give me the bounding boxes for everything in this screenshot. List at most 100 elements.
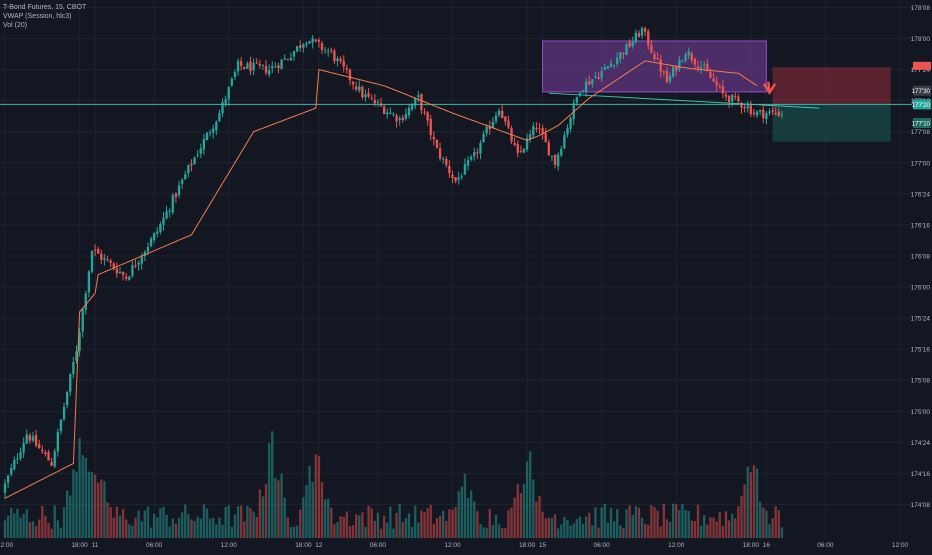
candle-body <box>230 78 234 86</box>
volume-bar <box>675 504 678 538</box>
legend-volume[interactable]: Vol (20) <box>3 22 28 29</box>
volume-bar <box>501 528 504 538</box>
volume-bar <box>81 455 84 538</box>
volume-bar <box>87 471 91 538</box>
volume-bar <box>762 507 765 538</box>
time-tick-label: 12:00 <box>892 542 909 549</box>
legend-symbol[interactable]: T-Bond Futures, 15, CBOT <box>3 4 87 11</box>
candle-body <box>706 63 709 72</box>
volume-bar <box>389 506 392 538</box>
time-tick-label: 18:00 <box>519 542 536 549</box>
volume-bar <box>758 501 762 538</box>
volume-bar <box>264 484 268 538</box>
candle-body <box>177 185 181 196</box>
volume-bar <box>479 524 482 538</box>
candle-body <box>529 134 532 139</box>
volume-bar <box>699 525 703 538</box>
volume-bar <box>606 522 610 538</box>
volume-bar <box>165 514 168 538</box>
volume-bar <box>581 523 585 538</box>
time-tick-label: 12 <box>315 542 323 549</box>
volume-bar <box>379 528 383 538</box>
volume-bar <box>591 525 594 538</box>
volume-bar <box>395 512 398 538</box>
time-tick-label: 06:00 <box>594 542 611 549</box>
candle-body <box>588 81 591 85</box>
candle-body <box>771 110 774 112</box>
volume-bar <box>765 510 768 538</box>
candle-body <box>90 250 94 272</box>
candle-body <box>541 127 544 135</box>
volume-bar <box>236 506 240 538</box>
time-axis <box>0 538 932 550</box>
candle-body <box>581 90 585 92</box>
current-price-badge <box>913 85 931 96</box>
candle-body <box>504 116 507 122</box>
candle-body <box>115 268 119 274</box>
candle-body <box>224 99 227 104</box>
candle-body <box>41 449 44 452</box>
volume-bar <box>277 480 280 538</box>
time-tick-label: 15 <box>539 542 547 549</box>
candle-body <box>777 111 780 116</box>
candle-body <box>240 61 243 66</box>
candle-body <box>246 63 249 69</box>
candle-body <box>423 111 426 113</box>
candle-body <box>16 458 19 460</box>
candle-body <box>466 160 470 166</box>
candle-body <box>727 95 731 103</box>
volume-bar <box>323 499 327 538</box>
volume-bar <box>603 503 606 538</box>
candle-body <box>619 52 622 59</box>
volume-bar <box>435 518 439 538</box>
candle-body <box>311 38 314 43</box>
candle-body <box>665 71 669 83</box>
volume-bar <box>345 511 349 538</box>
volume-bar <box>466 498 470 538</box>
volume-bar <box>339 516 342 538</box>
time-tick-label: 18:00 <box>295 542 312 549</box>
volume-bar <box>184 504 187 538</box>
volume-bar <box>62 507 66 538</box>
candle-body <box>47 452 50 461</box>
volume-bar <box>609 507 613 538</box>
candle-body <box>501 110 504 119</box>
candle-body <box>404 114 408 119</box>
candle-body <box>532 126 535 136</box>
volume-bar <box>556 528 560 538</box>
candle-body <box>125 276 128 279</box>
candle-body <box>603 67 606 70</box>
volume-bar <box>665 519 669 538</box>
candle-body <box>417 95 420 97</box>
volume-bar <box>600 507 603 538</box>
volume-bar <box>553 514 557 538</box>
volume-bar <box>246 505 249 538</box>
volume-bar <box>519 493 523 538</box>
candle-body <box>597 77 600 79</box>
candle-body <box>392 114 395 116</box>
legend-vwap[interactable]: VWAP (Session, hlc3) <box>3 13 72 20</box>
candle-body <box>469 156 473 160</box>
candle-body <box>283 58 286 60</box>
candle-body <box>28 435 32 441</box>
volume-bar <box>532 479 535 538</box>
candle-body <box>644 28 647 32</box>
candle-body <box>302 44 305 48</box>
price-tick-label: 174'08 <box>911 502 931 509</box>
candle-body <box>386 112 389 114</box>
volume-bar <box>721 526 725 538</box>
candle-body <box>668 75 672 82</box>
candle-body <box>156 231 159 234</box>
volume-bar <box>473 501 476 538</box>
candle-body <box>153 233 156 241</box>
volume-bar <box>780 527 784 538</box>
volume-bar <box>354 514 358 538</box>
volume-bar <box>6 515 10 538</box>
volume-bar <box>274 477 277 538</box>
volume-bar <box>566 519 569 538</box>
volume-bar <box>330 507 333 538</box>
candle-body <box>768 111 771 114</box>
